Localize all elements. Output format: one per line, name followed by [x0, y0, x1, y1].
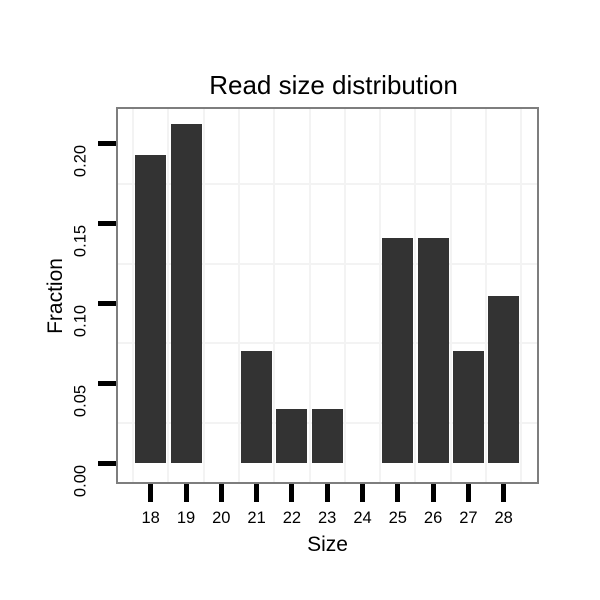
- gridline-vertical: [167, 109, 170, 482]
- y-tick-label-0.15: 0.15: [71, 224, 90, 258]
- x-tick-label-28: 28: [494, 509, 513, 527]
- x-tick-label-23: 23: [318, 509, 337, 527]
- bar-26: [417, 237, 449, 464]
- gridline-vertical: [202, 109, 205, 482]
- x-tick: [395, 484, 401, 502]
- y-tick: [98, 141, 116, 147]
- x-tick: [254, 484, 260, 502]
- x-tick: [360, 484, 365, 502]
- x-tick: [289, 484, 295, 502]
- chart-title: Read size distribution: [209, 70, 458, 100]
- gridline-vertical: [132, 109, 135, 482]
- gridline-vertical: [237, 109, 240, 482]
- x-tick-label-27: 27: [459, 509, 478, 527]
- bar-18: [135, 154, 167, 464]
- x-tick: [501, 484, 507, 502]
- y-tick-label-0.00: 0.00: [71, 464, 90, 497]
- gridline-vertical: [379, 109, 382, 482]
- gridline-horizontal: [118, 182, 537, 185]
- bar-23: [311, 409, 343, 464]
- y-tick: [98, 221, 116, 227]
- y-tick: [98, 300, 116, 306]
- gridline-horizontal: [118, 262, 537, 265]
- x-tick: [465, 484, 471, 502]
- x-tick-label-21: 21: [247, 509, 266, 527]
- x-tick: [148, 484, 154, 502]
- x-tick-label-26: 26: [423, 509, 443, 527]
- bar-19: [170, 124, 202, 464]
- bar-21: [241, 351, 273, 464]
- gridline-vertical: [520, 109, 523, 482]
- bar-28: [488, 295, 520, 464]
- x-tick-label-20: 20: [212, 509, 231, 527]
- gridline-vertical: [449, 109, 452, 482]
- y-tick: [98, 460, 116, 466]
- bar-27: [452, 351, 484, 464]
- x-axis-title: Size: [307, 533, 348, 556]
- x-tick: [183, 484, 189, 502]
- y-axis-title: Fraction: [44, 257, 67, 334]
- x-tick-label-24: 24: [353, 509, 372, 527]
- x-tick: [430, 484, 436, 502]
- gridline-vertical: [343, 109, 346, 482]
- x-tick-label-19: 19: [176, 509, 196, 527]
- gridline-vertical: [485, 109, 488, 482]
- x-tick: [218, 484, 224, 502]
- gridline-horizontal: [118, 342, 537, 345]
- y-tick-label-0.05: 0.05: [71, 384, 90, 418]
- y-tick-label-0.20: 0.20: [71, 144, 90, 178]
- gridline-vertical: [414, 109, 417, 482]
- bar-25: [382, 237, 414, 464]
- gridline-vertical: [273, 109, 276, 482]
- x-tick: [324, 484, 330, 502]
- gridline-vertical: [308, 109, 311, 482]
- x-tick-label-22: 22: [282, 509, 302, 527]
- x-tick-label-25: 25: [388, 509, 407, 527]
- bar-22: [276, 409, 308, 464]
- plot-panel: [116, 107, 539, 484]
- y-tick: [98, 380, 116, 386]
- y-tick-label-0.10: 0.10: [71, 304, 90, 338]
- x-tick-label-18: 18: [141, 509, 160, 527]
